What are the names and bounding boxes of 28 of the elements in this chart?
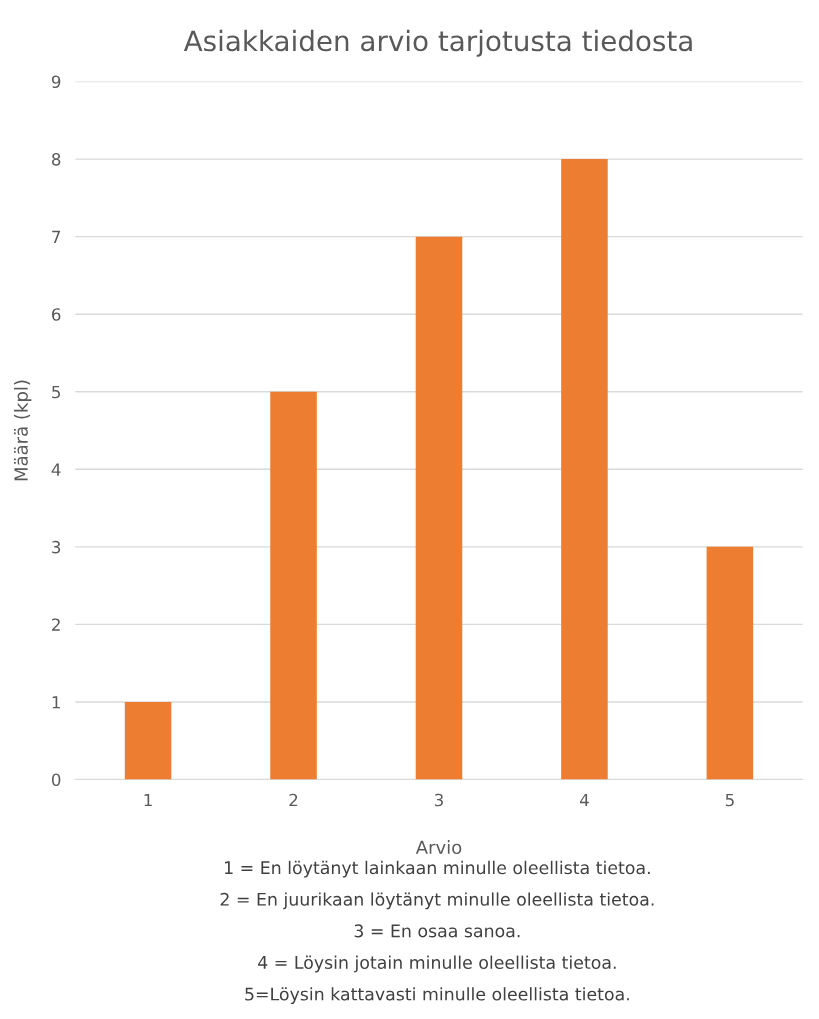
x-tick-label: 2 — [289, 793, 298, 807]
x-tick-label: 5 — [725, 793, 734, 807]
text: 2 = En juurikaan löytänyt minulle oleellista tietoa. — [220, 892, 654, 910]
x-axis-title: Arvio — [415, 840, 462, 855]
y-tick-label: 3 — [52, 540, 61, 554]
x-tick-label: 1 — [144, 793, 152, 807]
bar — [561, 159, 608, 780]
y-tick-label: 8 — [51, 153, 61, 166]
x-tick-label: 3 — [434, 793, 443, 807]
y-tick-label: 5 — [52, 385, 60, 399]
y-tick-label: 2 — [52, 618, 60, 631]
chart-title: Asiakkaiden arvio tarjotusta tiedosta — [183, 29, 692, 57]
y-tick-label: 1 — [52, 696, 60, 709]
bar — [124, 701, 172, 780]
bar — [415, 236, 463, 780]
bar — [270, 391, 317, 780]
y-tick-label: 4 — [51, 463, 61, 476]
bar — [706, 546, 754, 780]
x-tick-label: 4 — [579, 793, 589, 807]
text: 4 = Löysin jotain minulle oleellista tietoa. — [258, 955, 616, 973]
text: 5=Löysin kattavasti minulle oleellista tietoa. — [245, 987, 629, 1004]
text: 1 = En löytänyt lainkaan minulle oleellista tietoa. — [225, 860, 650, 878]
y-tick-label: 7 — [52, 230, 61, 243]
text: 3 = En osaa sanoa. — [354, 924, 520, 938]
y-axis-title: Määrä (kpl) — [13, 380, 32, 481]
y-tick-label: 6 — [52, 308, 61, 321]
y-tick-label: 9 — [51, 75, 61, 89]
y-tick-label: 0 — [51, 773, 61, 787]
